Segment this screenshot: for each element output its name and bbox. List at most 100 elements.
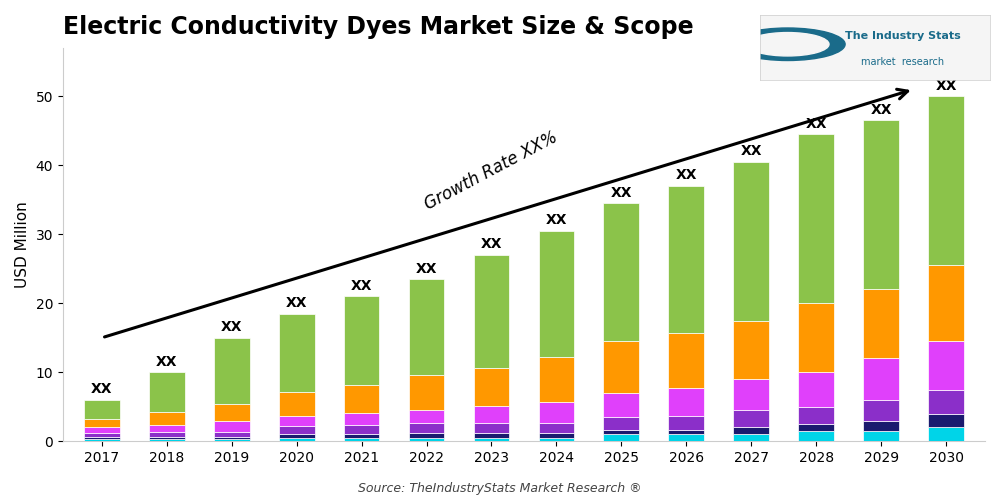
Bar: [539, 357, 574, 402]
Bar: [344, 413, 379, 426]
Bar: [279, 438, 315, 442]
Bar: [863, 431, 899, 442]
Bar: [603, 417, 639, 430]
Bar: [603, 434, 639, 442]
Bar: [603, 393, 639, 417]
Bar: [668, 333, 704, 388]
Bar: [733, 162, 769, 320]
Bar: [668, 416, 704, 430]
Text: XX: XX: [351, 279, 372, 293]
Circle shape: [746, 32, 829, 56]
Bar: [149, 372, 185, 412]
Bar: [798, 303, 834, 372]
Bar: [668, 430, 704, 434]
Text: XX: XX: [611, 186, 632, 200]
Text: XX: XX: [546, 214, 567, 228]
Bar: [474, 255, 509, 368]
Bar: [149, 424, 185, 432]
Bar: [344, 426, 379, 434]
Bar: [474, 438, 509, 442]
Bar: [344, 296, 379, 386]
Text: Source: TheIndustryStats Market Research ®: Source: TheIndustryStats Market Research…: [358, 482, 642, 495]
Bar: [539, 438, 574, 442]
Text: XX: XX: [676, 168, 697, 182]
Y-axis label: USD Million: USD Million: [15, 201, 30, 288]
Text: XX: XX: [740, 144, 762, 158]
Bar: [279, 314, 315, 392]
Text: XX: XX: [286, 296, 307, 310]
Bar: [84, 433, 120, 437]
Bar: [149, 439, 185, 442]
Bar: [214, 404, 250, 421]
Circle shape: [730, 28, 845, 60]
Bar: [863, 290, 899, 358]
Bar: [409, 424, 444, 433]
Text: The Industry Stats: The Industry Stats: [845, 31, 960, 41]
Bar: [279, 434, 315, 438]
Bar: [344, 434, 379, 438]
Bar: [214, 338, 250, 404]
Text: Growth Rate XX%: Growth Rate XX%: [422, 128, 561, 214]
Bar: [409, 375, 444, 410]
Bar: [409, 438, 444, 442]
Bar: [603, 430, 639, 434]
Text: XX: XX: [416, 262, 437, 276]
Text: XX: XX: [870, 103, 892, 117]
Bar: [214, 432, 250, 437]
Text: market  research: market research: [861, 57, 944, 67]
Bar: [798, 372, 834, 407]
Text: XX: XX: [805, 116, 827, 130]
Bar: [344, 386, 379, 413]
Bar: [733, 410, 769, 428]
Text: XX: XX: [481, 238, 502, 252]
Bar: [149, 432, 185, 437]
Bar: [733, 428, 769, 434]
Bar: [539, 433, 574, 438]
Bar: [344, 438, 379, 442]
Bar: [84, 419, 120, 428]
Bar: [149, 412, 185, 424]
Bar: [539, 402, 574, 422]
Bar: [863, 358, 899, 400]
Bar: [409, 279, 444, 375]
Bar: [84, 439, 120, 442]
Bar: [928, 96, 964, 266]
Bar: [928, 390, 964, 413]
Bar: [214, 422, 250, 432]
Bar: [668, 186, 704, 333]
Bar: [409, 410, 444, 424]
Bar: [84, 428, 120, 433]
Bar: [668, 388, 704, 415]
Bar: [474, 368, 509, 406]
Bar: [863, 400, 899, 420]
Text: Electric Conductivity Dyes Market Size & Scope: Electric Conductivity Dyes Market Size &…: [63, 15, 694, 39]
Bar: [279, 416, 315, 426]
Bar: [863, 420, 899, 431]
Bar: [603, 341, 639, 393]
Bar: [603, 203, 639, 341]
Bar: [474, 433, 509, 438]
Bar: [409, 433, 444, 438]
Bar: [474, 424, 509, 433]
Text: XX: XX: [221, 320, 242, 334]
Bar: [798, 431, 834, 442]
Bar: [928, 341, 964, 390]
Bar: [928, 428, 964, 442]
Bar: [928, 414, 964, 428]
Bar: [733, 320, 769, 379]
Bar: [84, 400, 120, 419]
Text: XX: XX: [935, 78, 957, 92]
Bar: [733, 434, 769, 442]
Bar: [149, 437, 185, 439]
Text: XX: XX: [156, 355, 178, 369]
Bar: [798, 134, 834, 303]
Bar: [279, 392, 315, 415]
Bar: [279, 426, 315, 434]
Bar: [214, 437, 250, 439]
Bar: [474, 406, 509, 423]
Bar: [798, 424, 834, 431]
Bar: [214, 439, 250, 442]
Text: XX: XX: [91, 382, 113, 396]
Bar: [798, 407, 834, 424]
Bar: [84, 437, 120, 439]
